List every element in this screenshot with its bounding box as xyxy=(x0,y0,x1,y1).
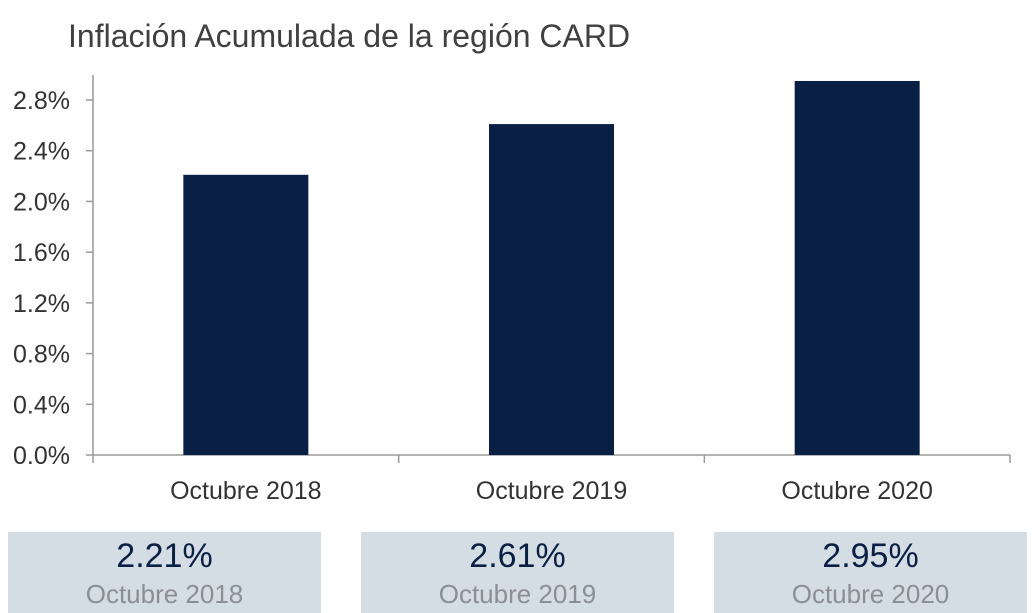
y-axis: 0.0% 0.4% 0.8% 1.2% 1.6% 2.0% 2.4% 2.8% xyxy=(13,75,94,470)
y-tick-label: 2.0% xyxy=(13,188,70,216)
bar-series xyxy=(183,80,920,455)
summary-value: 2.21% xyxy=(116,537,213,575)
x-tick-label: Octubre 2020 xyxy=(781,477,933,505)
summary-label: Octubre 2020 xyxy=(791,579,950,609)
bar xyxy=(183,174,309,455)
bar-chart: 0.0% 0.4% 0.8% 1.2% 1.6% 2.0% 2.4% 2.8% Octubre… xyxy=(13,75,1011,505)
summary-box-2018: 2.21% Octubre 2018 xyxy=(8,532,321,613)
summary-label: Octubre 2018 xyxy=(85,579,244,609)
y-tick-label: 0.0% xyxy=(13,442,70,470)
summary-box-2020: 2.95% Octubre 2020 xyxy=(714,532,1027,613)
y-tick-label: 2.4% xyxy=(13,138,70,166)
x-tick-label: Octubre 2019 xyxy=(476,477,628,505)
chart-title: Inflación Acumulada de la región CARD xyxy=(68,18,631,54)
summary-value: 2.61% xyxy=(469,537,566,575)
x-tick-label: Octubre 2018 xyxy=(170,477,322,505)
summary-box-2019: 2.61% Octubre 2019 xyxy=(361,532,674,613)
y-tick-label: 0.4% xyxy=(13,391,70,419)
x-axis: Octubre 2018 Octubre 2019 Octubre 2020 xyxy=(92,454,1011,505)
summary-value: 2.95% xyxy=(822,537,919,575)
y-tick-label: 0.8% xyxy=(13,341,70,369)
bar xyxy=(489,124,614,455)
bar xyxy=(794,80,920,455)
y-tick-label: 2.8% xyxy=(13,87,70,115)
y-tick-label: 1.2% xyxy=(13,290,70,318)
y-tick-label: 1.6% xyxy=(13,239,70,267)
summary-label: Octubre 2019 xyxy=(438,579,597,609)
